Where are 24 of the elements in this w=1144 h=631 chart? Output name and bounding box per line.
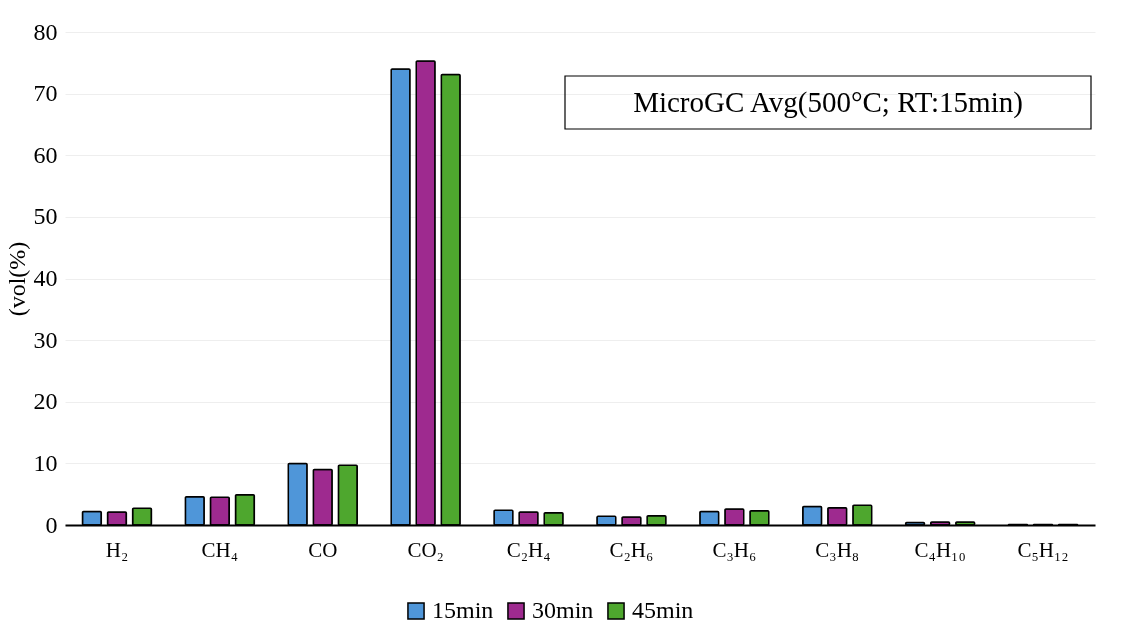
legend-label: 15min (432, 597, 494, 623)
x-tick-label: C₂H₄ (506, 537, 551, 562)
y-tick-label: 80 (33, 18, 58, 45)
x-tick-label: CH₄ (201, 537, 239, 562)
x-tick-label: C₄H₁₀ (914, 537, 966, 562)
y-axis-title: (vol(%) (3, 241, 30, 317)
x-tick-label: C₅H₁₂ (1017, 537, 1069, 562)
y-tick-label: 10 (33, 449, 58, 476)
x-tick-label: C₂H₆ (609, 537, 654, 562)
x-tick-label: CO₂ (407, 537, 444, 562)
x-tick-label: C₃H₈ (815, 537, 860, 562)
annotation: MicroGC Avg(500°C; RT:15min) (633, 86, 1023, 119)
legend-label: 30min (532, 597, 594, 623)
x-tick-label: H₂ (105, 537, 129, 562)
x-tick-label: CO (308, 537, 338, 562)
y-tick-label: 60 (33, 141, 58, 168)
y-tick-label: 40 (33, 265, 58, 291)
y-tick-label: 30 (33, 326, 58, 353)
x-tick-label: C₃H₆ (712, 537, 757, 562)
legend-label: 45min (632, 597, 694, 623)
y-tick-label: 70 (33, 80, 58, 107)
y-tick-label: 20 (33, 388, 58, 415)
y-tick-label: 50 (33, 203, 58, 230)
y-tick-label: 0 (45, 511, 58, 538)
